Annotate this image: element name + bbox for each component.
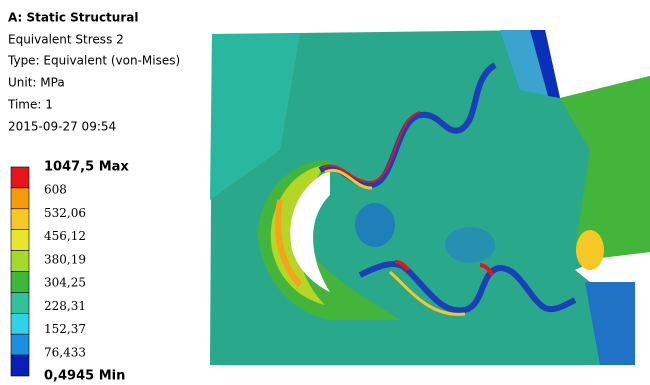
legend-swatch [11,355,29,376]
legend-label: 456,12 [44,229,86,243]
legend-label: 76,433 [44,345,86,359]
result-title: A: Static Structural [8,11,138,25]
stress-zone [355,203,395,247]
legend-label: 228,31 [44,299,86,313]
legend-label: 152,37 [44,322,86,336]
legend-label: 0,4945 Min [44,369,125,384]
screenshot: A: Static Structural Equivalent Stress 2… [0,0,650,385]
legend: 1047,5 Max 608 532,06 456,12 380,19 304,25 228… [11,160,129,384]
legend-swatch [11,209,29,230]
legend-swatch [11,272,29,293]
legend-label: 1047,5 Max [44,160,129,175]
legend-swatch [11,334,29,355]
legend-swatch [11,188,29,209]
header: A: Static Structural Equivalent Stress 2… [7,11,180,134]
result-date: 2015-09-27 09:54 [8,120,116,134]
model-view [210,30,650,365]
legend-label: 304,25 [44,276,86,290]
result-time: Time: 1 [7,98,53,112]
legend-swatch [11,251,29,272]
legend-swatch [11,167,29,188]
result-unit: Unit: MPa [8,76,65,90]
legend-label: 532,06 [44,206,86,220]
legend-swatch [11,292,29,313]
legend-label: 380,19 [44,252,86,266]
legend-swatch [11,313,29,334]
legend-label: 608 [44,183,67,197]
result-name: Equivalent Stress 2 [8,33,124,47]
legend-swatch [11,230,29,251]
stress-zone [445,227,495,263]
stress-zone [576,230,604,270]
result-type: Type: Equivalent (von-Mises) [7,54,180,68]
